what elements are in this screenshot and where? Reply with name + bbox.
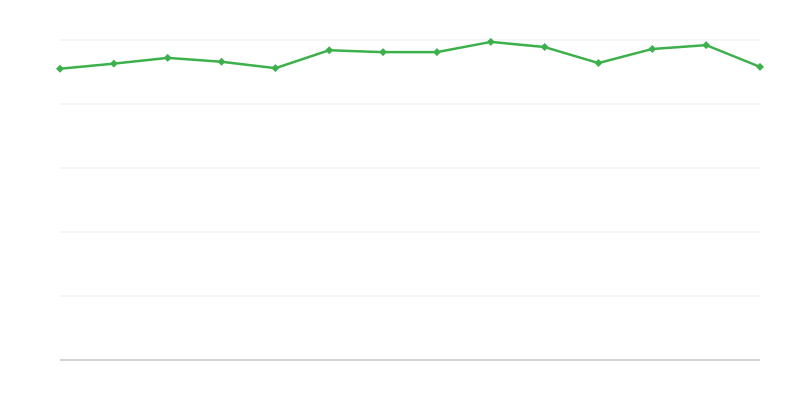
point-marker [271, 64, 280, 73]
point-marker [540, 43, 549, 52]
point-marker [432, 48, 441, 57]
point-marker [325, 46, 334, 55]
point-marker [702, 41, 711, 50]
point-marker [756, 62, 764, 71]
series-line [59, 40, 761, 71]
point-marker [109, 59, 118, 68]
point-marker [163, 53, 172, 62]
point-marker [486, 37, 495, 46]
point-marker [217, 57, 226, 66]
point-marker [594, 59, 603, 68]
point-marker [648, 44, 657, 53]
point-marker [379, 48, 388, 57]
point-marker [56, 64, 64, 73]
